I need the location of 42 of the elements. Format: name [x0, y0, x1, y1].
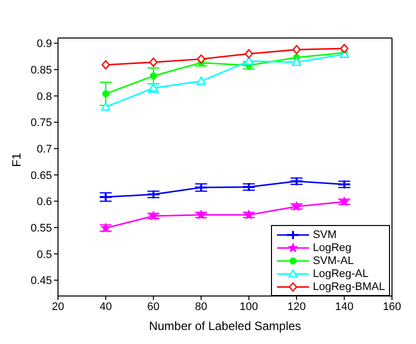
point [149, 58, 158, 67]
y-tick-label: 0.85 [30, 64, 52, 76]
legend-label: LogReg [312, 242, 352, 254]
point [244, 210, 254, 219]
x-tick-label: 140 [335, 300, 354, 313]
x-tick-label: 100 [240, 300, 258, 313]
x-tick-label: 80 [195, 300, 208, 313]
legend-label: SVM [312, 228, 337, 240]
point [150, 72, 157, 80]
point [340, 196, 349, 206]
point [148, 211, 158, 220]
point [102, 90, 110, 98]
y-tick-label: 0.65 [30, 170, 52, 182]
y-tick-label: 0.6 [36, 196, 52, 208]
x-tick-label: 60 [147, 300, 160, 313]
y-axis-title: F1 [9, 152, 24, 167]
y-tick-label: 0.9 [36, 38, 52, 50]
legend-label: LogReg-AL [312, 268, 368, 280]
y-tick-label: 0.55 [30, 222, 52, 234]
point [196, 76, 206, 85]
point [196, 210, 206, 219]
y-tick-label: 0.7 [36, 143, 52, 156]
y-tick-label: 0.45 [30, 275, 52, 288]
legend-label: SVM-AL [312, 254, 354, 266]
point [292, 44, 301, 54]
point [196, 54, 206, 64]
point [292, 202, 302, 211]
point [244, 56, 254, 65]
x-tick-label: 160 [382, 300, 402, 313]
y-tick-label: 0.75 [30, 117, 52, 130]
point [292, 58, 302, 66]
point [101, 102, 110, 111]
x-tick-label: 120 [287, 300, 306, 313]
point [244, 49, 254, 58]
x-tick-label: 20 [52, 300, 64, 313]
x-axis-title: Number of Labeled Samples [148, 319, 302, 333]
point [340, 44, 348, 54]
legend-label: LogReg-BMAL [312, 280, 385, 292]
y-tick-label: 0.8 [36, 90, 52, 103]
x-tick-label: 40 [100, 300, 112, 313]
point [102, 60, 110, 70]
y-tick-label: 0.5 [36, 248, 52, 261]
